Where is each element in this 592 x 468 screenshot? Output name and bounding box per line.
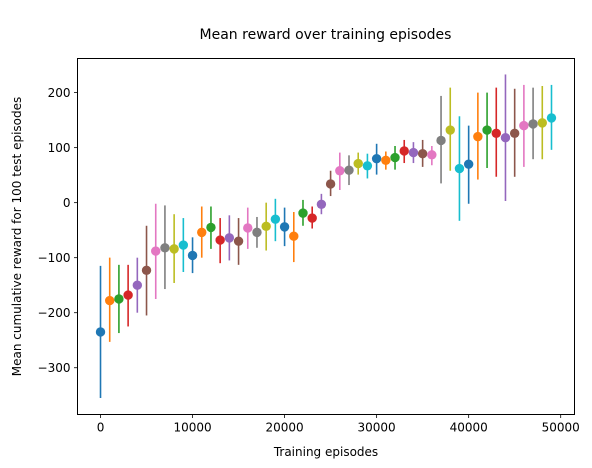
data-point xyxy=(509,128,520,139)
y-tick-label: 200 xyxy=(48,86,71,100)
data-point xyxy=(123,290,133,300)
axes-frame xyxy=(77,58,575,415)
data-point xyxy=(344,165,354,175)
data-point xyxy=(215,235,225,245)
x-tick-label: 40000 xyxy=(450,421,488,435)
data-point xyxy=(390,152,400,163)
data-point xyxy=(160,243,170,253)
data-point xyxy=(289,231,299,241)
data-point xyxy=(381,155,391,165)
x-tick-label: 10000 xyxy=(173,421,211,435)
data-point xyxy=(454,163,465,174)
y-tick-label: −200 xyxy=(38,306,71,320)
x-tick-label: 20000 xyxy=(265,421,303,435)
data-point xyxy=(252,227,262,238)
y-tick-label: 100 xyxy=(48,141,71,155)
data-point xyxy=(427,150,437,160)
data-point xyxy=(114,294,124,304)
data-point xyxy=(95,327,106,337)
x-tick-label: 0 xyxy=(97,421,105,435)
y-tick-label: −300 xyxy=(38,361,71,375)
data-point xyxy=(491,128,501,139)
data-point xyxy=(408,147,419,158)
data-point xyxy=(105,295,115,306)
data-point xyxy=(519,120,529,131)
x-axis: 0 10000 20000 30000 40000 50000 xyxy=(97,414,580,435)
x-axis-label: Training episodes xyxy=(273,445,378,459)
data-point xyxy=(141,265,152,276)
data-point xyxy=(261,221,271,232)
data-point xyxy=(463,159,474,169)
data-point xyxy=(436,135,446,146)
data-point xyxy=(206,222,216,233)
data-point xyxy=(482,125,492,135)
data-point xyxy=(270,214,281,224)
data-point xyxy=(197,227,207,238)
data-point xyxy=(224,233,235,243)
data-point xyxy=(546,113,557,123)
data-point xyxy=(279,222,290,232)
data-point xyxy=(325,179,336,189)
data-point xyxy=(316,199,327,210)
data-point xyxy=(528,119,538,129)
data-point xyxy=(473,131,483,142)
data-point xyxy=(362,161,373,171)
data-point xyxy=(371,153,382,164)
data-point xyxy=(243,223,253,233)
y-tick-label: −100 xyxy=(38,251,71,265)
data-point xyxy=(298,208,308,218)
data-point xyxy=(307,213,317,223)
plot-area xyxy=(95,74,557,398)
y-tick-label: 0 xyxy=(63,196,71,210)
x-tick-label: 50000 xyxy=(542,421,580,435)
data-point xyxy=(132,280,143,290)
data-point xyxy=(417,148,428,159)
data-point xyxy=(178,240,189,250)
data-point xyxy=(151,246,161,256)
data-point xyxy=(233,236,244,246)
data-point xyxy=(187,250,198,261)
data-point xyxy=(353,158,363,169)
data-point xyxy=(335,166,345,176)
y-axis-label: Mean cumulative reward for 100 test epis… xyxy=(10,97,24,376)
data-point xyxy=(399,146,409,156)
chart-title: Mean reward over training episodes xyxy=(200,27,452,43)
y-axis: −300 −200 −100 0 100 200 xyxy=(38,86,78,375)
data-point xyxy=(169,244,179,254)
data-point xyxy=(500,133,511,143)
data-point xyxy=(445,125,455,135)
data-point xyxy=(537,118,547,128)
x-tick-label: 30000 xyxy=(358,421,396,435)
